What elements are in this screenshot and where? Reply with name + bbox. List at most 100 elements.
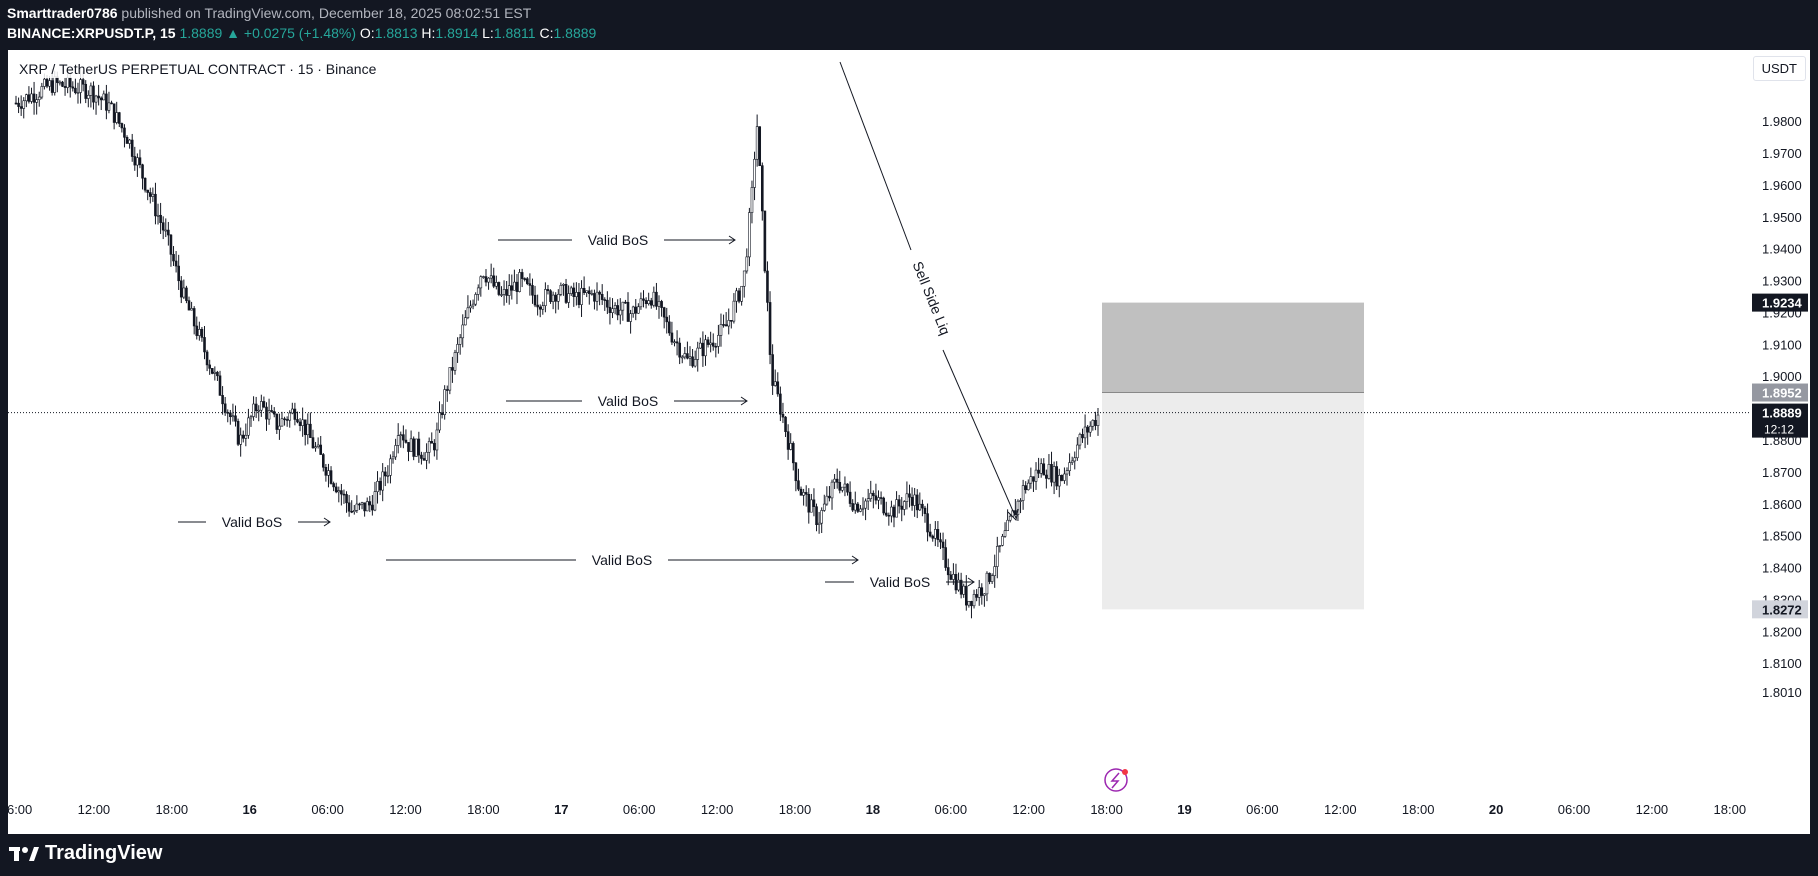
- candle-body: [993, 566, 997, 576]
- candle-body: [970, 600, 973, 607]
- candle-body: [807, 494, 811, 513]
- candle-body: [291, 408, 294, 414]
- x-tick-label: 12:00: [1012, 802, 1045, 817]
- candle-body: [58, 81, 62, 84]
- candle-body: [461, 324, 465, 339]
- candle-body: [897, 499, 901, 507]
- y-tick-label: 1.9300: [1762, 274, 1802, 289]
- candle-body: [133, 156, 137, 166]
- candle-body: [420, 454, 423, 459]
- time-axis[interactable]: [8, 798, 1810, 834]
- bos-label[interactable]: Valid BoS: [598, 393, 658, 409]
- author-name[interactable]: Smarttrader0786: [7, 5, 118, 21]
- candle-body: [693, 359, 697, 367]
- up-triangle-icon: ▲: [226, 25, 241, 41]
- candle-body: [84, 83, 88, 99]
- candle-body: [745, 256, 749, 272]
- arrow-head-icon: [1007, 508, 1019, 522]
- candle-body: [272, 411, 276, 415]
- candle-body: [373, 491, 377, 511]
- candle-body: [717, 335, 720, 347]
- symbol-info: BINANCE:XRPUSDT.P, 15 1.8889 ▲ +0.0275 (…: [7, 25, 596, 41]
- candle-body: [489, 275, 493, 279]
- candle-body: [293, 408, 297, 420]
- candle-body: [750, 187, 754, 213]
- candle-body: [185, 287, 188, 301]
- candle-body: [190, 308, 193, 311]
- candle-body: [575, 292, 578, 297]
- candle-body: [389, 458, 392, 476]
- bos-label[interactable]: Valid BoS: [592, 552, 652, 568]
- target-zone[interactable]: [1102, 392, 1364, 610]
- candle-body: [812, 499, 816, 507]
- candle-body: [639, 298, 643, 308]
- candle-body: [505, 289, 508, 296]
- candle-body: [74, 87, 77, 93]
- candle-body: [828, 495, 831, 499]
- candle-body: [523, 278, 527, 280]
- candle-body: [900, 505, 904, 510]
- lightning-bolt-icon: [1110, 772, 1120, 789]
- tradingview-logo[interactable]: TradingView: [9, 842, 162, 865]
- candle-body: [167, 229, 170, 236]
- price-axis[interactable]: [1750, 50, 1810, 834]
- candle-body: [342, 493, 346, 496]
- candle-body: [799, 488, 803, 496]
- candle-body: [427, 441, 431, 453]
- candle-body: [89, 85, 93, 96]
- x-tick-label: 12:00: [389, 802, 422, 817]
- candle-body: [138, 157, 142, 166]
- candle-body: [944, 547, 947, 568]
- price-label-badge: [1752, 383, 1808, 402]
- candle-body: [941, 541, 945, 548]
- candle-body: [719, 324, 723, 336]
- candle-body: [936, 529, 940, 540]
- candle-body: [63, 86, 67, 88]
- candle-body: [471, 303, 475, 307]
- candle-body: [161, 222, 165, 231]
- candle-body: [794, 462, 798, 482]
- currency-badge[interactable]: USDT: [1752, 56, 1806, 81]
- candle-body: [502, 289, 506, 295]
- candle-body: [203, 337, 206, 353]
- candle-body: [402, 434, 405, 441]
- candle-body: [316, 444, 320, 447]
- candle-body: [198, 329, 201, 336]
- candle-body: [841, 486, 844, 491]
- candle-body: [45, 78, 49, 87]
- candle-body: [587, 290, 591, 294]
- bos-label[interactable]: Valid BoS: [222, 514, 282, 530]
- candle-body: [931, 535, 935, 539]
- candle-body: [99, 97, 103, 101]
- candle-body: [784, 416, 787, 432]
- candle-body: [549, 290, 552, 302]
- candle-body: [30, 93, 33, 102]
- candle-body: [541, 305, 545, 310]
- candle-body: [386, 475, 390, 477]
- candle-body: [952, 574, 955, 580]
- candle-body: [830, 481, 834, 499]
- arrow-head-icon: [740, 396, 748, 406]
- candle-body: [1047, 464, 1051, 479]
- candle-body: [1055, 466, 1058, 487]
- symbol-label[interactable]: BINANCE:XRPUSDT.P, 15: [7, 25, 176, 41]
- lightning-icon[interactable]: [1104, 768, 1128, 792]
- x-tick-label: 18:00: [779, 802, 812, 817]
- stop-loss-zone[interactable]: [1102, 302, 1364, 393]
- arrow-head-icon: [323, 517, 331, 527]
- candle-body: [229, 412, 232, 418]
- sell-side-liq-label[interactable]: Sell Side Liq: [910, 259, 954, 337]
- chart-area[interactable]: 1.9800 1.9700 1.9600 1.9500 1.9400 1.9300 1.92…: [8, 50, 1810, 834]
- price-chart-svg[interactable]: 1.9800 1.9700 1.9600 1.9500 1.9400 1.9300 1.92…: [8, 50, 1810, 834]
- x-tick-label: 18: [866, 802, 880, 817]
- candle-body: [50, 80, 54, 93]
- candle-body: [655, 291, 658, 307]
- candle-body: [321, 454, 325, 468]
- candle-body: [1096, 414, 1100, 426]
- bos-label[interactable]: Valid BoS: [870, 574, 930, 590]
- candle-body: [324, 467, 328, 476]
- candle-body: [760, 165, 764, 212]
- last-price: 1.8889: [179, 25, 223, 41]
- bos-label[interactable]: Valid BoS: [588, 232, 648, 248]
- y-tick-label: 1.9400: [1762, 242, 1802, 257]
